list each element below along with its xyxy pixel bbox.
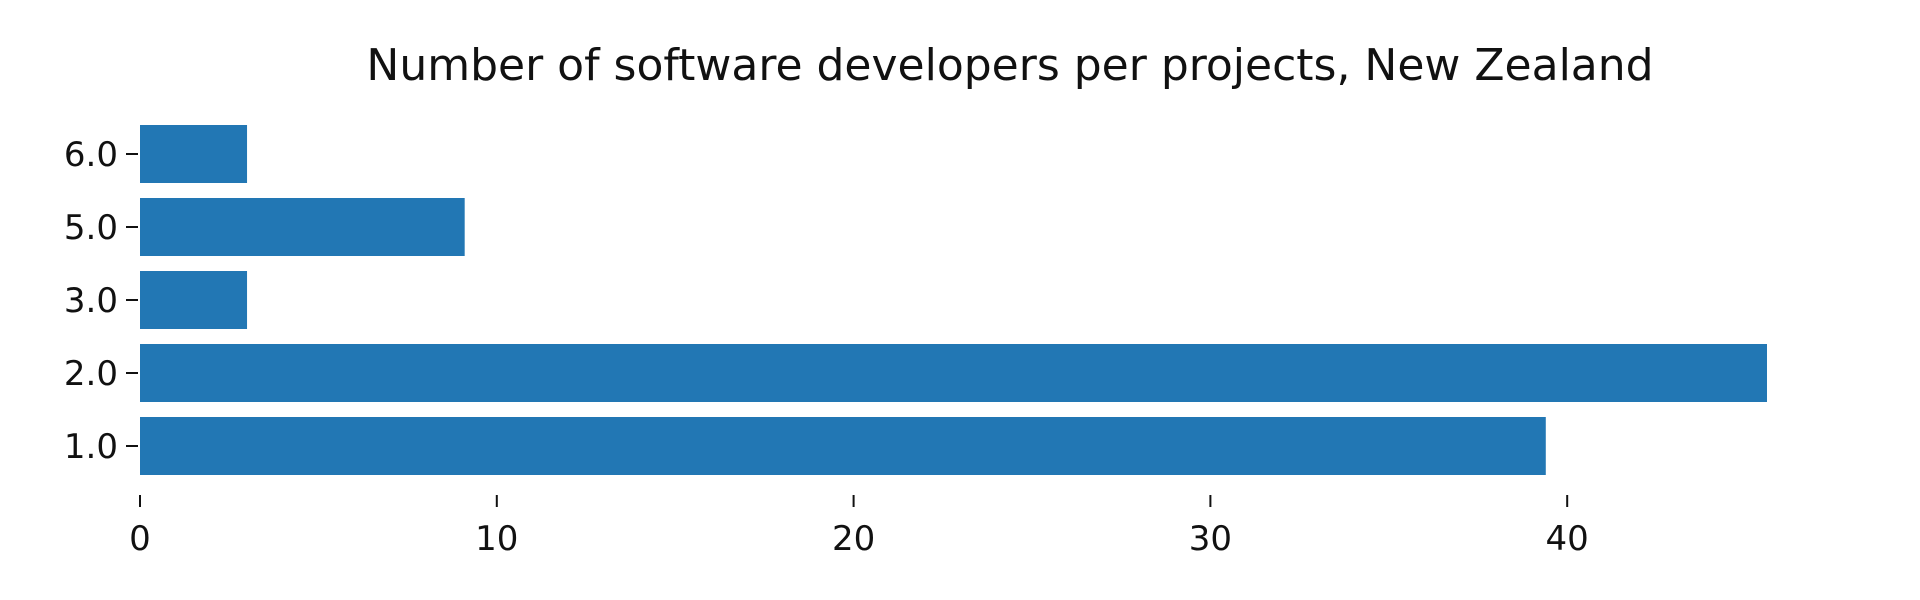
bar-6-0 <box>140 125 248 183</box>
y-tick-label-6-0: 6.0 <box>64 135 118 175</box>
y-tick-label-3-0: 3.0 <box>64 281 118 321</box>
y-tick-label-2-0: 2.0 <box>64 354 118 394</box>
x-tick-label-30: 30 <box>1189 519 1232 559</box>
x-tick-label-20: 20 <box>832 519 875 559</box>
y-tick-label-5-0: 5.0 <box>64 208 118 248</box>
x-tick-label-0: 0 <box>129 519 151 559</box>
x-axis: 0 10 20 30 40 <box>129 495 1589 559</box>
x-tick-label-10: 10 <box>475 519 518 559</box>
chart-title: Number of software developers per projec… <box>366 40 1653 91</box>
y-tick-label-1-0: 1.0 <box>64 427 118 467</box>
bar-3-0 <box>140 271 248 329</box>
bars-layer <box>140 125 1767 475</box>
y-axis: 1.0 2.0 3.0 5.0 6.0 <box>64 135 138 467</box>
x-tick-label-40: 40 <box>1546 519 1589 559</box>
bar-1-0 <box>140 417 1546 475</box>
bar-2-0 <box>140 344 1767 402</box>
bar-5-0 <box>140 198 465 256</box>
